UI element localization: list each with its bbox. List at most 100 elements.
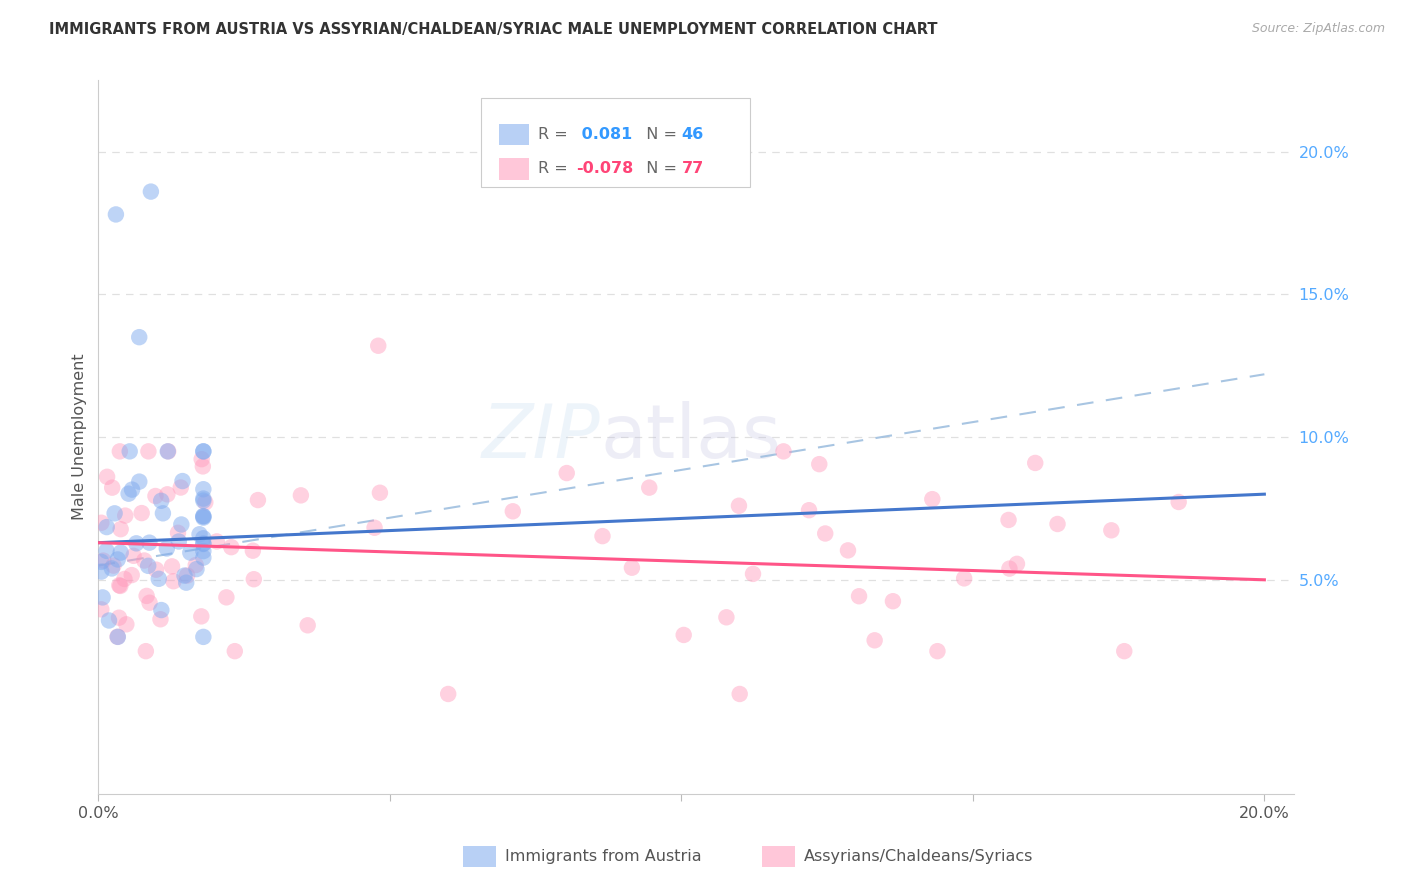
Point xyxy=(90,565,112,579)
Point xyxy=(156,444,179,458)
Point xyxy=(148,572,170,586)
Point xyxy=(728,687,751,701)
Point xyxy=(638,481,661,495)
Point xyxy=(297,618,319,632)
Point xyxy=(184,558,207,572)
Point xyxy=(193,444,215,458)
Point xyxy=(107,630,129,644)
Point xyxy=(176,568,198,582)
FancyBboxPatch shape xyxy=(499,158,529,179)
Point xyxy=(149,612,172,626)
Point xyxy=(121,568,143,582)
Point xyxy=(108,444,131,458)
Text: Assyrians/Chaldeans/Syriacs: Assyrians/Chaldeans/Syriacs xyxy=(804,849,1033,864)
Point xyxy=(167,534,190,549)
Point xyxy=(174,575,197,590)
Point xyxy=(716,610,738,624)
Point xyxy=(672,628,695,642)
Text: N =: N = xyxy=(637,161,682,177)
Point xyxy=(170,481,193,495)
Point xyxy=(108,578,131,592)
Point xyxy=(138,444,160,458)
Point xyxy=(882,594,904,608)
Point xyxy=(193,550,215,565)
Point xyxy=(246,493,269,508)
Point xyxy=(997,513,1019,527)
Text: Source: ZipAtlas.com: Source: ZipAtlas.com xyxy=(1251,22,1385,36)
Text: IMMIGRANTS FROM AUSTRIA VS ASSYRIAN/CHALDEAN/SYRIAC MALE UNEMPLOYMENT CORRELATIO: IMMIGRANTS FROM AUSTRIA VS ASSYRIAN/CHAL… xyxy=(49,22,938,37)
Point xyxy=(160,559,183,574)
Point xyxy=(1046,516,1069,531)
Text: 77: 77 xyxy=(682,161,704,177)
Point xyxy=(193,509,215,524)
Point xyxy=(555,466,578,480)
Point xyxy=(167,525,190,540)
Point xyxy=(186,562,208,576)
Point xyxy=(152,506,174,520)
Point xyxy=(104,207,127,221)
Point xyxy=(115,617,138,632)
Point xyxy=(808,457,831,471)
Point xyxy=(91,553,114,567)
Point xyxy=(91,591,114,605)
Point xyxy=(136,558,159,573)
Point xyxy=(243,572,266,586)
Point xyxy=(193,509,215,524)
Point xyxy=(1114,644,1136,658)
Point xyxy=(814,526,837,541)
Point xyxy=(96,470,118,484)
Point xyxy=(1167,495,1189,509)
Text: ZIP: ZIP xyxy=(482,401,600,473)
Point xyxy=(772,444,794,458)
Point xyxy=(592,529,614,543)
Point xyxy=(135,589,157,603)
Point xyxy=(837,543,859,558)
Point xyxy=(193,536,215,550)
Point xyxy=(104,506,127,520)
Point xyxy=(101,481,124,495)
Point xyxy=(112,572,135,586)
Point xyxy=(114,508,136,523)
Point xyxy=(138,535,160,549)
Point xyxy=(367,339,389,353)
Point xyxy=(139,185,162,199)
Point xyxy=(848,589,870,603)
Point xyxy=(1024,456,1046,470)
Point xyxy=(921,492,943,507)
Point xyxy=(193,493,215,508)
Point xyxy=(150,493,173,508)
Point xyxy=(138,596,160,610)
FancyBboxPatch shape xyxy=(499,124,529,145)
Point xyxy=(368,485,391,500)
Text: 46: 46 xyxy=(682,127,704,142)
Point xyxy=(215,591,238,605)
Point xyxy=(179,545,201,559)
Point xyxy=(190,452,212,467)
Point xyxy=(122,549,145,563)
Point xyxy=(1005,557,1028,571)
Point xyxy=(150,603,173,617)
Point xyxy=(90,555,112,569)
Text: Immigrants from Austria: Immigrants from Austria xyxy=(505,849,702,864)
Point xyxy=(188,527,211,541)
FancyBboxPatch shape xyxy=(481,98,749,187)
Point xyxy=(221,540,243,554)
Point xyxy=(224,644,246,658)
Point xyxy=(998,561,1021,575)
Text: N =: N = xyxy=(637,127,682,142)
Point xyxy=(1099,524,1122,538)
Point xyxy=(103,558,125,573)
Point xyxy=(135,644,157,658)
Point xyxy=(193,537,215,551)
Point xyxy=(742,566,765,581)
Point xyxy=(927,644,949,658)
Point xyxy=(437,687,460,701)
FancyBboxPatch shape xyxy=(463,846,496,867)
Point xyxy=(797,503,820,517)
Point xyxy=(728,499,751,513)
Point xyxy=(190,609,212,624)
Text: atlas: atlas xyxy=(600,401,782,474)
Point xyxy=(170,517,193,532)
Point xyxy=(191,459,214,474)
Point xyxy=(134,553,156,567)
